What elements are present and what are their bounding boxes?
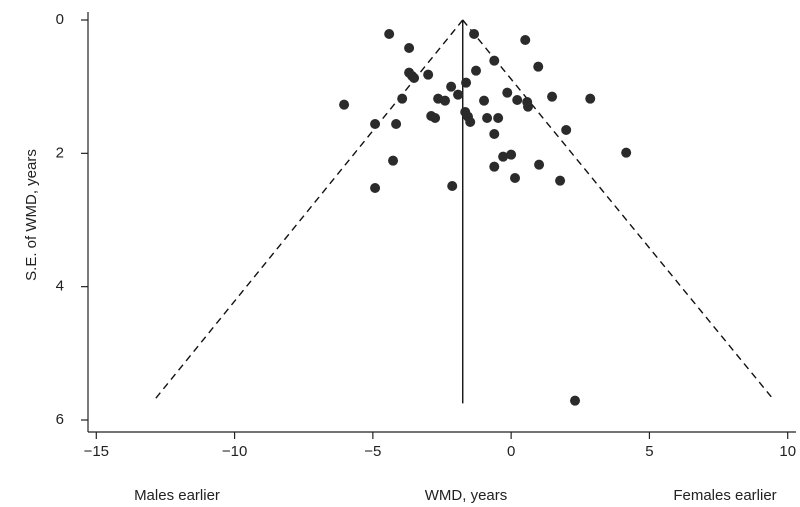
point: [489, 55, 500, 66]
y-tick-label: 0: [56, 11, 64, 28]
point: [547, 91, 558, 102]
point: [397, 93, 408, 104]
point: [471, 65, 482, 76]
point: [502, 87, 513, 98]
point: [384, 29, 395, 39]
point: [465, 117, 476, 127]
point: [482, 113, 493, 123]
y-axis-label: S.E. of WMD, years: [23, 149, 40, 281]
point: [498, 151, 509, 162]
point: [489, 161, 500, 172]
point: [370, 183, 381, 193]
point: [370, 119, 381, 129]
point: [621, 147, 632, 158]
funnel-limit: [153, 19, 464, 401]
point: [409, 73, 420, 83]
x-tick-label: −5: [364, 443, 381, 460]
point: [523, 101, 534, 112]
point: [388, 155, 399, 166]
y-tick-label: 2: [56, 144, 64, 161]
point: [570, 395, 581, 406]
point: [555, 175, 566, 186]
point: [430, 113, 441, 123]
point: [453, 89, 464, 100]
x-tick-label: 10: [779, 443, 796, 460]
point: [510, 173, 521, 183]
x-tick-label: −15: [84, 443, 109, 460]
point: [391, 119, 402, 129]
point: [489, 129, 500, 139]
point: [534, 159, 545, 170]
point: [506, 149, 517, 160]
point: [447, 181, 458, 191]
x-tick-label: −10: [222, 443, 247, 460]
point: [561, 125, 572, 135]
y-tick-label: 4: [56, 278, 64, 295]
y-tick-label: 6: [56, 411, 64, 428]
x-tick-label: 5: [645, 443, 653, 460]
point: [479, 95, 490, 106]
point: [446, 81, 457, 92]
point: [461, 77, 472, 88]
funnel-limit: [462, 19, 775, 401]
point: [469, 29, 480, 39]
point: [493, 113, 504, 123]
point: [512, 95, 523, 105]
point: [339, 99, 350, 110]
point: [585, 93, 596, 104]
annotation: Females earlier: [673, 487, 776, 504]
point: [533, 61, 544, 72]
point: [440, 95, 451, 106]
x-axis-label: WMD, years: [425, 487, 508, 504]
x-tick-label: 0: [507, 443, 515, 460]
annotation: Males earlier: [134, 487, 220, 504]
point: [404, 43, 415, 53]
point: [423, 69, 434, 80]
point: [520, 35, 531, 45]
